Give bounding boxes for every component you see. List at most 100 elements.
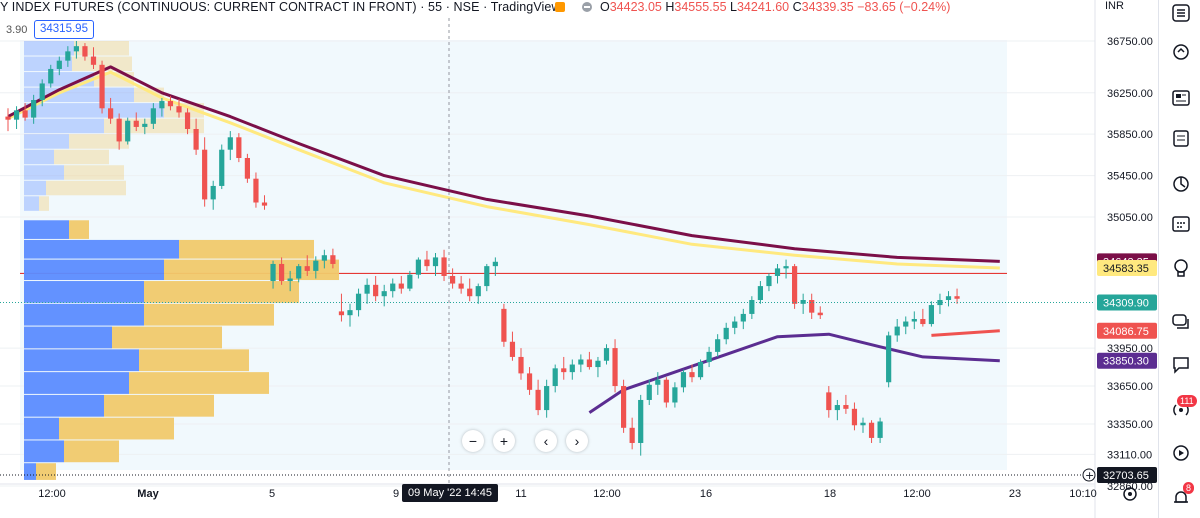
candle-body xyxy=(313,260,319,271)
time-tick-label: 12:00 xyxy=(903,488,931,500)
candle-body xyxy=(492,261,498,267)
currency-label[interactable]: INR xyxy=(1105,0,1124,12)
news-icon[interactable] xyxy=(1171,88,1191,108)
candle-body xyxy=(706,351,712,363)
volume-profile-up-bar xyxy=(24,303,144,326)
volume-profile-up-bar xyxy=(24,281,144,303)
candle-body xyxy=(680,372,687,388)
candle-body xyxy=(860,422,866,426)
volume-profile-up-bar xyxy=(24,180,46,196)
candle-body xyxy=(655,379,661,385)
candle-body xyxy=(467,288,473,297)
volume-profile-down-bar xyxy=(69,220,89,239)
volume-profile-down-bar xyxy=(179,239,314,259)
chats-icon[interactable] xyxy=(1171,355,1191,375)
volume-profile-up-bar xyxy=(24,103,164,118)
calendar-icon[interactable] xyxy=(1171,213,1191,233)
volume-profile-up-bar xyxy=(24,196,39,211)
candle-body xyxy=(757,286,763,301)
scroll-left-button[interactable]: ‹ xyxy=(535,430,557,452)
candle-body xyxy=(219,149,225,186)
candle-body xyxy=(954,296,960,299)
crosshair-time-label: 09 May '22 14:45 xyxy=(402,484,499,502)
candle-body xyxy=(125,120,131,142)
candle-body xyxy=(450,275,456,284)
collapse-icon[interactable] xyxy=(582,2,592,12)
volume-profile-up-bar xyxy=(24,149,54,165)
candle-body xyxy=(193,129,199,150)
candle-body xyxy=(432,257,439,267)
streams-chat-icon[interactable] xyxy=(1171,312,1191,332)
candle-body xyxy=(723,327,729,340)
candle-body xyxy=(945,296,952,301)
time-tick-label: 16 xyxy=(700,488,712,500)
ema-fast-line xyxy=(7,70,1000,270)
time-tick-label: 23 xyxy=(1009,488,1021,500)
candle-body xyxy=(612,348,618,387)
time-tick-label: 10:10 xyxy=(1069,488,1097,500)
candle-body xyxy=(330,255,336,264)
candle-body xyxy=(672,387,678,403)
vwap-band-line xyxy=(931,329,1000,337)
volume-profile-up-bar xyxy=(24,463,36,480)
candle-body xyxy=(646,384,652,400)
tradingview-logo-icon xyxy=(555,2,565,12)
zoom-in-button[interactable]: + xyxy=(493,430,515,452)
indicator-lines xyxy=(7,65,1000,414)
candle-body xyxy=(227,137,233,150)
ema-slow-line xyxy=(7,65,1000,263)
scroll-right-button[interactable]: › xyxy=(566,430,588,452)
candle-body xyxy=(142,123,148,127)
hotlists-icon[interactable] xyxy=(1171,173,1191,193)
volume-profile-down-bar xyxy=(54,149,109,165)
candle-body xyxy=(65,51,71,61)
axis-add-icon[interactable] xyxy=(1082,468,1096,482)
volume-profile-up-bar xyxy=(24,118,104,134)
settings-gear-icon[interactable] xyxy=(1123,487,1137,501)
svg-text:+: + xyxy=(1085,469,1094,482)
candle-body xyxy=(82,46,88,57)
candle-body xyxy=(851,408,858,426)
notifications-bell-icon[interactable] xyxy=(1171,488,1191,508)
volume-profile-up-bar xyxy=(24,326,112,349)
candle-body xyxy=(355,293,362,311)
price-scale-label-text: 34086.75 xyxy=(1103,326,1149,338)
volume-profile-down-bar xyxy=(129,372,269,394)
candle-body xyxy=(390,283,396,292)
candle-body xyxy=(886,335,892,383)
candle-body xyxy=(629,427,635,443)
volume-profile-down-bar xyxy=(144,281,299,303)
candle-body xyxy=(578,359,584,365)
volume-profile-down-bar xyxy=(112,326,222,349)
price-tick-label: 35450.00 xyxy=(1107,171,1153,183)
price-chart[interactable]: 36750.00 36250.00 35850.00 35450.00 35050.00… xyxy=(0,0,1158,518)
price-tick-label: 32860.00 xyxy=(1107,481,1153,493)
candle-body xyxy=(774,268,781,276)
data-window-icon[interactable] xyxy=(1171,128,1191,148)
symbol-title[interactable]: Y INDEX FUTURES (CONTINUOUS: CURRENT CON… xyxy=(0,0,561,14)
zoom-out-button[interactable]: − xyxy=(462,430,484,452)
ideas-lightbulb-icon[interactable] xyxy=(1171,258,1191,278)
time-tick-label: 9 xyxy=(393,488,399,500)
price-scale-label xyxy=(1097,294,1157,311)
watchlist-icon[interactable] xyxy=(1171,3,1191,23)
price-scale-label xyxy=(1097,259,1157,276)
time-tick-label: 12:00 xyxy=(593,488,621,500)
candle-body xyxy=(877,421,883,438)
volume-profile-down-bar xyxy=(59,417,174,440)
time-tick-label: May xyxy=(137,488,159,500)
volume-profile-down-bar xyxy=(69,134,129,149)
right-toolbar: 111 8 xyxy=(1158,0,1200,518)
time-axis[interactable]: 12:00 May 5 9 11 12:00 16 18 12:00 23 10:10 xyxy=(0,483,1097,500)
volume-profile-up-bar xyxy=(24,87,134,103)
time-tick-label: 11 xyxy=(515,488,526,500)
time-tick-label: 12:00 xyxy=(38,488,66,500)
candle-body xyxy=(458,283,464,289)
live-stream-icon[interactable] xyxy=(1171,443,1191,463)
candle-body xyxy=(5,116,11,120)
volume-profile-down-bar xyxy=(164,103,204,118)
candle-body xyxy=(569,364,575,373)
candles xyxy=(5,41,960,456)
price-axis[interactable]: 36750.00 36250.00 35850.00 35450.00 35050.00… xyxy=(1094,0,1157,518)
alerts-icon[interactable] xyxy=(1171,42,1191,62)
